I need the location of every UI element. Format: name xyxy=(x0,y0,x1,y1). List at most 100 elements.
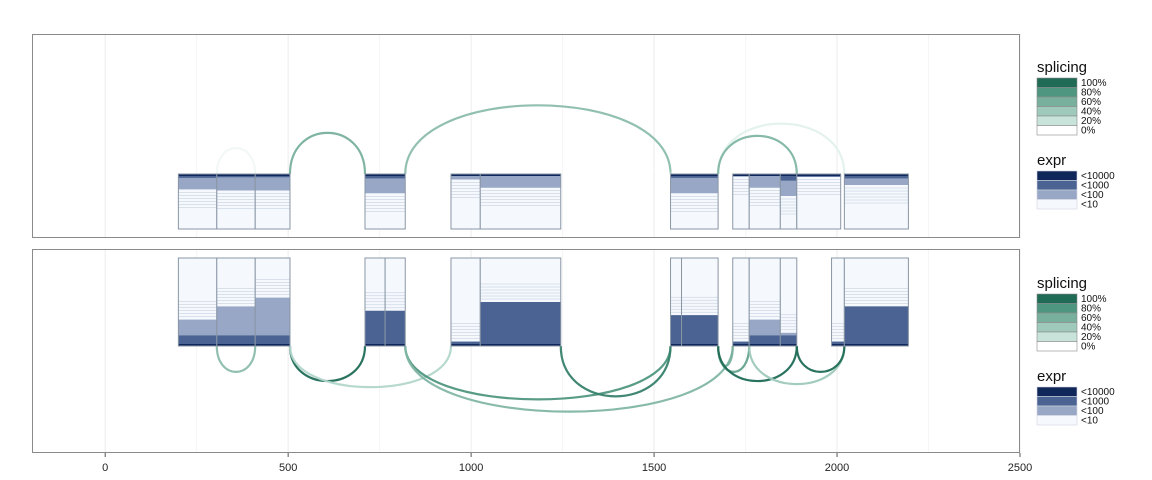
panel-border xyxy=(32,34,1020,238)
exon-fill-low xyxy=(450,174,481,229)
exon-border xyxy=(796,173,842,230)
expr-key-label-2: <100 xyxy=(1081,190,1104,201)
junctions xyxy=(215,104,846,176)
exon-fill-high xyxy=(364,310,386,346)
expr-key-3 xyxy=(1036,415,1078,426)
exon-5 xyxy=(479,173,562,230)
exon-fill-mid xyxy=(216,174,256,191)
splicing-key-0 xyxy=(1036,293,1078,304)
junction-arc-5 xyxy=(215,147,257,175)
panel-border xyxy=(32,249,1020,453)
exon-fill-high xyxy=(385,310,406,346)
exon-2 xyxy=(254,173,291,230)
expr-legend-title: expr xyxy=(1037,368,1066,385)
junction-arc-4 xyxy=(717,134,798,175)
exon-fill-high xyxy=(255,335,290,346)
exons xyxy=(177,257,909,347)
exon-3 xyxy=(364,257,386,347)
exon-fill-high xyxy=(670,315,682,346)
exon-border xyxy=(254,257,291,347)
legend-panel-0: splicing100%80%60%40%20%0%expr<10000<100… xyxy=(1036,59,1115,211)
splicing-legend-title: splicing xyxy=(1037,275,1087,292)
splicing-key-label-5: 0% xyxy=(1081,126,1096,137)
exon-fill-mid xyxy=(255,174,290,191)
expr-key-0 xyxy=(1036,386,1078,397)
exon-border xyxy=(364,173,406,230)
exon-4 xyxy=(384,257,406,347)
junction-arc-2 xyxy=(559,165,672,176)
splicing-key-1 xyxy=(1036,303,1078,314)
junction-arc-0 xyxy=(288,131,367,175)
exon-border xyxy=(681,257,719,347)
exons xyxy=(177,173,909,230)
splicing-key-5 xyxy=(1036,341,1078,352)
exon-13 xyxy=(843,257,909,347)
exon-fill-low xyxy=(732,258,750,346)
exon-fill-low xyxy=(670,258,682,346)
splicing-key-4 xyxy=(1036,115,1078,126)
junction-arc-3 xyxy=(404,345,672,401)
exon-fill-high xyxy=(480,302,561,346)
x-tick-label-5: 2500 xyxy=(1008,462,1032,474)
splicing-key-3 xyxy=(1036,322,1078,333)
exon-fill-high xyxy=(749,335,781,346)
exon-fill-high xyxy=(844,306,909,346)
expr-key-3 xyxy=(1036,199,1078,210)
exon-0 xyxy=(177,257,218,347)
expr-key-label-2: <100 xyxy=(1081,406,1104,417)
splicing-key-label-3: 40% xyxy=(1081,107,1101,118)
exon-12 xyxy=(831,257,845,347)
x-tick-label-1: 500 xyxy=(279,462,297,474)
splicing-key-label-4: 20% xyxy=(1081,332,1101,343)
exon-fill-high xyxy=(780,174,797,181)
exon-1 xyxy=(216,173,256,230)
expr-key-label-1: <1000 xyxy=(1081,181,1110,192)
legend-panel-1: splicing100%80%60%40%20%0%expr<10000<100… xyxy=(1036,275,1115,427)
splicing-key-5 xyxy=(1036,125,1078,136)
junction-arc-2 xyxy=(288,345,453,389)
exon-0 xyxy=(177,173,218,230)
exon-10 xyxy=(796,173,842,230)
panel-top xyxy=(32,34,1021,238)
junctions xyxy=(215,345,846,413)
exon-11 xyxy=(843,173,909,230)
splicing-key-0 xyxy=(1036,77,1078,88)
x-tick-label-4: 2000 xyxy=(825,462,849,474)
x-tick-label-2: 1000 xyxy=(459,462,483,474)
exon-3 xyxy=(364,173,406,230)
x-tick-label-0: 0 xyxy=(102,462,108,474)
exon-border xyxy=(843,257,909,347)
exon-fill-low xyxy=(796,174,841,229)
x-tick-label-3: 1500 xyxy=(642,462,666,474)
expr-legend-title: expr xyxy=(1037,152,1066,169)
exon-6 xyxy=(670,173,719,230)
expr-key-label-1: <1000 xyxy=(1081,397,1110,408)
splicing-legend-title: splicing xyxy=(1037,59,1087,76)
exon-8 xyxy=(681,257,719,347)
splicing-key-3 xyxy=(1036,106,1078,117)
exon-8 xyxy=(748,173,781,230)
exon-fill-high xyxy=(780,335,797,346)
expr-key-2 xyxy=(1036,405,1078,416)
panel-bottom xyxy=(32,249,1021,453)
exon-6 xyxy=(479,257,562,347)
splicing-key-label-0: 100% xyxy=(1081,294,1107,305)
junction-arc-8 xyxy=(717,345,798,383)
exon-fill-high xyxy=(844,174,909,179)
exon-fill-mid xyxy=(749,174,781,188)
panels-layer xyxy=(32,34,1021,453)
expr-key-1 xyxy=(1036,396,1078,407)
exon-border xyxy=(779,257,798,347)
exon-fill-mid xyxy=(450,174,481,180)
exon-fill-low xyxy=(732,174,750,229)
expr-key-2 xyxy=(1036,189,1078,200)
junction-arc-5 xyxy=(559,345,672,398)
exon-7 xyxy=(670,257,683,347)
splicing-key-label-0: 100% xyxy=(1081,78,1107,89)
junction-arc-4 xyxy=(404,345,734,413)
splicing-key-1 xyxy=(1036,87,1078,98)
splicing-key-2 xyxy=(1036,96,1078,107)
splicing-key-label-1: 80% xyxy=(1081,88,1101,99)
exon-fill-high xyxy=(681,315,719,346)
exon-4 xyxy=(450,173,481,230)
